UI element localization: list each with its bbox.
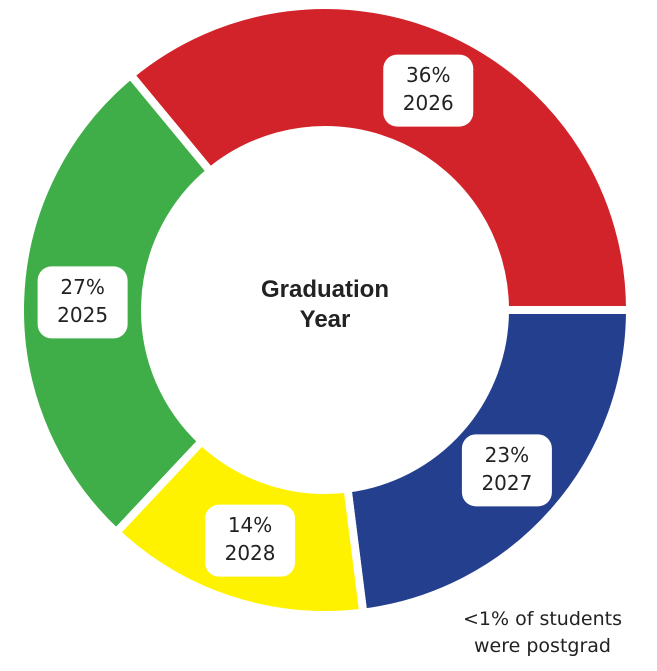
center-label: Graduation Year	[260, 276, 389, 333]
label-box	[37, 266, 128, 339]
value-label: 14%	[228, 513, 272, 537]
category-label: 2028	[225, 541, 276, 565]
label-box	[205, 504, 296, 577]
value-label: 23%	[485, 443, 529, 467]
category-label: 2026	[403, 91, 454, 115]
label-box	[383, 54, 474, 127]
label-box	[461, 434, 552, 507]
slice	[124, 1, 635, 314]
category-label: 2027	[481, 471, 532, 495]
value-label: 36%	[406, 63, 450, 87]
annotation: <1% of students were postgrad	[463, 608, 622, 657]
value-label: 27%	[60, 275, 104, 299]
category-label: 2025	[57, 303, 108, 327]
